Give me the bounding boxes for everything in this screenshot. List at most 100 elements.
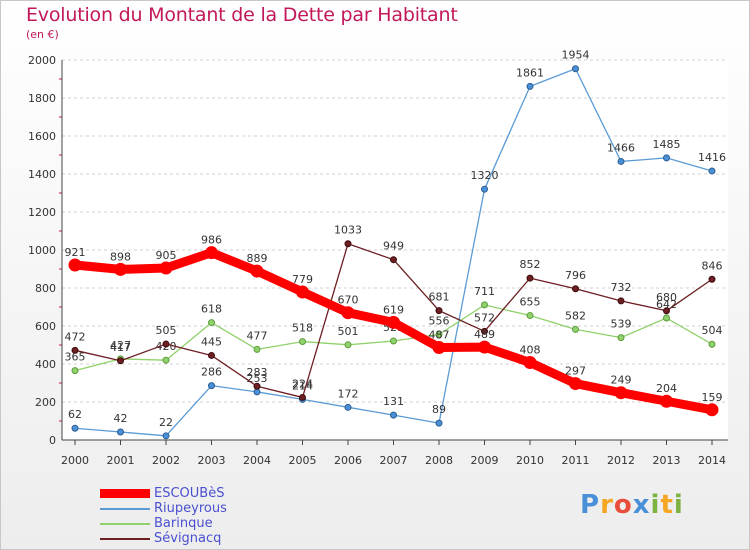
data-label-barinque: 711 xyxy=(474,285,495,298)
data-point-riupeyrous xyxy=(708,167,716,175)
data-label-escoub-s: 159 xyxy=(702,391,723,404)
data-point-barinque xyxy=(390,337,397,345)
data-point-s-vignacq xyxy=(617,297,625,305)
data-label-riupeyrous: 286 xyxy=(201,366,222,379)
data-point-escoub-s xyxy=(341,306,355,320)
legend-swatch xyxy=(100,507,150,510)
data-point-s-vignacq xyxy=(708,275,716,283)
data-label-barinque: 518 xyxy=(292,322,313,335)
data-point-riupeyrous xyxy=(162,432,170,440)
data-point-riupeyrous xyxy=(481,185,488,193)
data-point-s-vignacq xyxy=(435,307,443,315)
legend-swatch xyxy=(100,537,150,540)
data-label-riupeyrous: 131 xyxy=(383,395,404,408)
data-point-s-vignacq xyxy=(162,340,170,348)
data-point-barinque xyxy=(572,325,579,333)
data-point-barinque xyxy=(208,319,215,327)
y-tick-label: 1400 xyxy=(28,168,56,181)
data-label-escoub-s: 889 xyxy=(247,252,268,265)
data-point-riupeyrous xyxy=(617,157,625,165)
legend-item-riupeyrous: Riupeyrous xyxy=(100,501,227,516)
chart-unit: (en €) xyxy=(26,28,59,41)
data-point-escoub-s xyxy=(523,355,537,369)
data-point-escoub-s xyxy=(387,315,400,329)
x-tick-label: 2000 xyxy=(61,454,89,467)
legend-swatch xyxy=(100,522,150,525)
x-tick-label: 2010 xyxy=(516,454,544,467)
data-label-escoub-s: 898 xyxy=(110,250,131,263)
data-point-escoub-s xyxy=(250,264,264,278)
legend-item-barinque: Barinque xyxy=(100,516,227,531)
data-label-riupeyrous: 1861 xyxy=(516,66,544,79)
x-tick-label: 2007 xyxy=(380,454,408,467)
legend-item-s-vignacq: Sévignacq xyxy=(100,531,227,546)
x-tick-label: 2004 xyxy=(243,454,271,467)
data-label-s-vignacq: 1033 xyxy=(334,224,362,237)
data-label-escoub-s: 921 xyxy=(65,246,86,259)
y-tick-label: 1000 xyxy=(28,244,56,257)
proxiti-logo: Proxiti xyxy=(580,490,684,520)
data-label-escoub-s: 670 xyxy=(338,294,359,307)
data-label-riupeyrous: 62 xyxy=(68,408,82,421)
data-point-barinque xyxy=(253,345,261,353)
x-tick-label: 2011 xyxy=(562,454,590,467)
data-point-escoub-s xyxy=(569,377,582,391)
data-point-riupeyrous xyxy=(572,65,579,73)
data-point-riupeyrous xyxy=(344,403,352,411)
data-label-s-vignacq: 572 xyxy=(474,311,495,324)
y-tick-label: 1200 xyxy=(28,206,56,219)
data-label-escoub-s: 619 xyxy=(383,303,404,316)
data-label-s-vignacq: 224 xyxy=(292,377,313,390)
y-tick-label: 400 xyxy=(35,358,56,371)
data-point-barinque xyxy=(344,341,352,349)
data-point-escoub-s xyxy=(296,285,309,299)
data-label-s-vignacq: 949 xyxy=(383,240,404,253)
data-point-escoub-s xyxy=(614,386,628,400)
x-tick-label: 2002 xyxy=(152,454,180,467)
data-label-escoub-s: 487 xyxy=(429,328,450,341)
data-label-s-vignacq: 846 xyxy=(702,259,723,272)
y-tick-label: 1600 xyxy=(28,130,56,143)
data-point-barinque xyxy=(617,334,625,342)
data-label-barinque: 365 xyxy=(65,351,86,364)
data-point-s-vignacq xyxy=(208,351,215,359)
data-point-riupeyrous xyxy=(71,424,79,432)
x-tick-label: 2006 xyxy=(334,454,362,467)
data-label-barinque: 618 xyxy=(201,303,222,316)
data-label-s-vignacq: 505 xyxy=(156,324,177,337)
data-label-s-vignacq: 852 xyxy=(520,258,541,271)
x-tick-label: 2014 xyxy=(698,454,726,467)
data-label-barinque: 501 xyxy=(338,325,359,338)
brand-letter: x xyxy=(632,490,651,520)
data-point-escoub-s xyxy=(660,394,673,408)
data-point-s-vignacq xyxy=(481,327,488,335)
legend: ESCOUBèS Riupeyrous Barinque Sévignacq xyxy=(100,486,227,546)
data-label-s-vignacq: 472 xyxy=(65,330,86,343)
brand-letter: o xyxy=(613,490,633,520)
data-label-barinque: 655 xyxy=(520,296,541,309)
data-label-s-vignacq: 680 xyxy=(656,291,677,304)
data-point-riupeyrous xyxy=(435,419,443,427)
data-point-s-vignacq xyxy=(299,393,306,401)
data-label-riupeyrous: 253 xyxy=(247,372,268,385)
data-point-barinque xyxy=(663,314,670,322)
data-point-barinque xyxy=(299,338,306,346)
data-label-escoub-s: 408 xyxy=(520,343,541,356)
data-label-riupeyrous: 1954 xyxy=(562,49,590,62)
y-tick-label: 0 xyxy=(49,434,56,447)
data-label-riupeyrous: 1466 xyxy=(607,141,635,154)
data-point-s-vignacq xyxy=(71,346,79,354)
data-label-escoub-s: 986 xyxy=(201,234,222,247)
legend-label: Barinque xyxy=(154,516,213,531)
data-point-riupeyrous xyxy=(663,154,670,162)
data-point-barinque xyxy=(435,330,443,338)
data-label-barinque: 556 xyxy=(429,314,450,327)
data-label-riupeyrous: 1416 xyxy=(698,151,726,164)
data-point-s-vignacq xyxy=(526,274,534,282)
data-label-barinque: 539 xyxy=(611,318,632,331)
data-label-barinque: 427 xyxy=(110,339,131,352)
data-point-escoub-s xyxy=(432,340,446,354)
data-label-escoub-s: 249 xyxy=(611,374,632,387)
y-tick-label: 600 xyxy=(35,320,56,333)
